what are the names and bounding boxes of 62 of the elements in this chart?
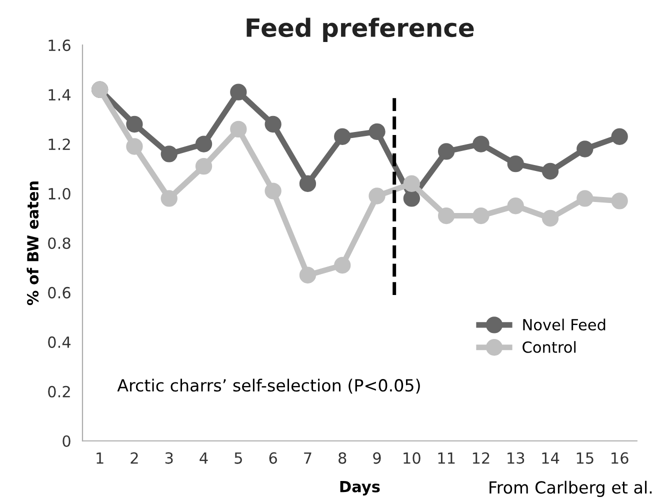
point [230, 84, 247, 100]
x-tick-label: 10 [404, 452, 420, 464]
point [195, 136, 212, 152]
annotation: Arctic charrs’ self-selection (P<0.05) [117, 378, 420, 394]
point [438, 207, 455, 224]
point [507, 155, 524, 172]
y-axis-title: % of BW eaten [26, 182, 39, 306]
point [160, 146, 178, 162]
text: From Carlberg et al. [490, 480, 652, 497]
x-tick-label: 12 [472, 452, 490, 464]
x-tick-label: 8 [338, 452, 346, 464]
y-tick-label: 0.8 [48, 237, 70, 250]
point [611, 128, 628, 145]
x-tick-label: 13 [508, 452, 524, 464]
point [403, 190, 420, 207]
point [230, 120, 247, 138]
y-tick-label: 0.6 [48, 286, 70, 298]
point [576, 190, 594, 207]
y-tick-label: 1.2 [48, 138, 70, 150]
x-tick-label: 6 [269, 452, 277, 464]
x-tick-label: 7 [304, 452, 312, 464]
point [368, 123, 386, 140]
point [403, 175, 420, 192]
point [264, 116, 282, 133]
point [576, 140, 594, 158]
point [368, 188, 386, 204]
point [507, 198, 524, 214]
chart-title: Feed preference [246, 18, 474, 42]
x-tick-label: 9 [373, 452, 381, 464]
y-tick-label: 1.6 [48, 40, 70, 52]
x-tick-label: 4 [200, 452, 208, 464]
x-tick-label: 2 [130, 452, 138, 464]
y-tick-label: 0 [62, 435, 70, 447]
point [472, 207, 490, 224]
point [264, 182, 282, 200]
x-tick-label: 11 [438, 452, 455, 464]
x-tick-label: 1 [96, 452, 104, 464]
point [195, 158, 212, 175]
point [438, 143, 455, 160]
point [126, 116, 143, 133]
legend-label: Control [522, 341, 576, 353]
point [299, 175, 316, 192]
y-tick-label: 1.4 [48, 89, 71, 100]
point [472, 136, 490, 152]
x-tick-label: 15 [576, 452, 594, 464]
x-tick-label: 3 [165, 452, 173, 464]
y-tick-label: 0.4 [48, 336, 71, 348]
x-tick-label: 14 [542, 452, 560, 464]
point [611, 192, 628, 210]
point [542, 210, 559, 227]
point [299, 266, 316, 284]
x-axis-title: Days [340, 481, 380, 496]
point [160, 190, 178, 207]
legend-label: Novel Feed [523, 318, 606, 331]
point [542, 162, 559, 180]
y-tick-label: 0.2 [48, 386, 70, 398]
x-tick-label: 16 [612, 452, 628, 464]
y-tick-label: 1.0 [48, 188, 70, 200]
point [334, 128, 351, 145]
point [126, 138, 143, 155]
x-tick-label: 5 [234, 452, 242, 464]
point [334, 256, 351, 274]
